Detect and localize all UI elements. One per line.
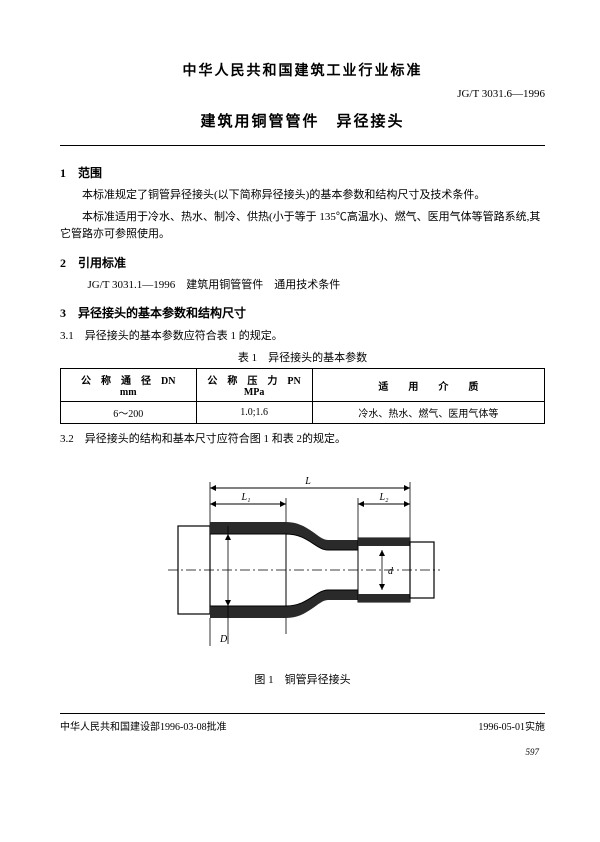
standard-header: 中华人民共和国建筑工业行业标准	[60, 60, 545, 80]
td-dn: 6～200	[61, 402, 197, 424]
section-2-ref: JG/T 3031.1—1996 建筑用铜管管件 通用技术条件	[88, 277, 546, 295]
label-D: D	[219, 634, 228, 645]
section-3-2: 3.2 异径接头的结构和基本尺寸应符合图 1 和表 2的规定。	[60, 430, 545, 446]
label-d: d	[388, 566, 394, 577]
td-pn: 1.0;1.6	[196, 402, 312, 424]
section-1-p2: 本标准适用于冷水、热水、制冷、供热(小于等于 135℃高温水)、燃气、医用气体等…	[60, 209, 545, 244]
reducer-diagram: L L₁ L₂	[158, 470, 448, 660]
label-L1: L₁	[240, 492, 250, 503]
section-1-heading: 1 范围	[60, 164, 545, 181]
table-1-caption: 表 1 异径接头的基本参数	[60, 349, 545, 365]
label-L2: L₂	[378, 492, 389, 503]
table-1: 公 称 通 径 DN mm 公 称 压 力 PN MPa 适 用 介 质 6～2…	[60, 368, 545, 424]
document-title: 建筑用铜管管件 异径接头	[60, 110, 545, 131]
section-3-1: 3.1 异径接头的基本参数应符合表 1 的规定。	[60, 327, 545, 343]
table-row: 6～200 1.0;1.6 冷水、热水、燃气、医用气体等	[61, 402, 545, 424]
figure-1: L L₁ L₂	[60, 470, 545, 687]
th-medium: 适 用 介 质	[312, 369, 544, 402]
footer-approval: 中华人民共和国建设部1996-03-08批准	[60, 718, 227, 733]
footer-effective: 1996-05-01实施	[478, 718, 545, 733]
th-pn: 公 称 压 力 PN	[201, 372, 308, 387]
label-L: L	[304, 476, 311, 487]
document-code: JG/T 3031.6—1996	[60, 88, 545, 100]
section-3-heading: 3 异径接头的基本参数和结构尺寸	[60, 304, 545, 321]
section-1-p1: 本标准规定了铜管异径接头(以下简称异径接头)的基本参数和结构尺寸及技术条件。	[60, 187, 545, 205]
table-row: 公 称 通 径 DN mm 公 称 压 力 PN MPa 适 用 介 质	[61, 369, 545, 402]
footer: 中华人民共和国建设部1996-03-08批准 1996-05-01实施	[60, 713, 545, 733]
th-dn: 公 称 通 径 DN	[65, 372, 192, 387]
figure-1-caption: 图 1 铜管异径接头	[60, 671, 545, 687]
th-pn-unit: MPa	[201, 387, 308, 398]
th-dn-unit: mm	[65, 387, 192, 398]
page-number: 597	[60, 747, 545, 757]
header-divider	[60, 145, 545, 146]
section-2-heading: 2 引用标准	[60, 254, 545, 271]
td-medium: 冷水、热水、燃气、医用气体等	[312, 402, 544, 424]
